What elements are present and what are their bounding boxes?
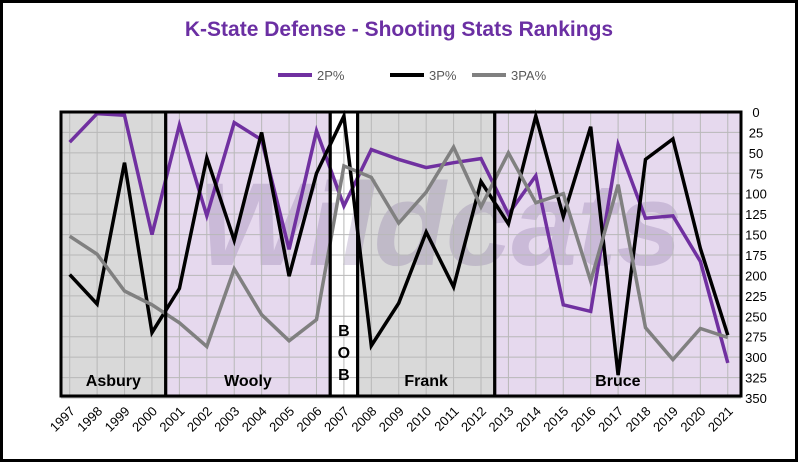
x-tick-label: 2009 — [376, 404, 407, 435]
y-axis-ticks: 0 25 50 75 100 125 150 175 200 225 250 275 300 325 350 — [745, 105, 767, 406]
y-tick-label: 225 — [745, 289, 767, 304]
y-tick-label: 200 — [745, 268, 767, 283]
x-tick-label: 2011 — [431, 404, 461, 434]
x-tick-label: 2016 — [568, 404, 599, 435]
x-axis-ticks: 1997199819992000200120022003200420052006… — [47, 404, 736, 435]
era-label-char: O — [338, 345, 350, 362]
era-border-bruce — [493, 110, 743, 398]
y-tick-label: 350 — [745, 391, 767, 406]
series-line-3pa-pct — [68, 143, 729, 363]
era-labels: Asbury Wooly BOB Frank Bruce — [86, 323, 641, 390]
x-tick-label: 2012 — [458, 404, 489, 435]
era-label-bruce: Bruce — [595, 373, 640, 390]
x-tick-label: 2008 — [348, 404, 379, 435]
y-tick-label: 275 — [745, 330, 767, 345]
x-tick-label: 1998 — [74, 404, 105, 435]
series-line-3p-pct — [68, 109, 730, 376]
era-band-wooly — [165, 112, 331, 396]
y-tick-label: 250 — [745, 309, 767, 324]
y-tick-label: 300 — [745, 350, 767, 365]
legend-label: 2P% — [317, 68, 345, 83]
x-tick-label: 2013 — [485, 404, 516, 435]
x-tick-label: 1997 — [47, 404, 78, 435]
x-tick-label: 2004 — [239, 404, 270, 435]
series-lines — [68, 109, 730, 376]
y-tick-label: 0 — [752, 105, 759, 120]
x-tick-label: 2006 — [294, 404, 325, 435]
series-line-2p-pct — [68, 111, 730, 364]
era-label-wooly: Wooly — [224, 373, 272, 390]
x-tick-label: 2007 — [321, 404, 352, 435]
era-band-asbury — [61, 112, 166, 396]
x-tick-label: 2021 — [705, 404, 736, 435]
legend: 2P% 3P% 3PA% — [278, 68, 547, 83]
x-tick-label: 1999 — [102, 404, 133, 435]
x-tick-label: 2000 — [129, 404, 160, 435]
y-tick-label: 125 — [745, 207, 767, 222]
x-tick-label: 2001 — [156, 404, 187, 435]
chart-title: K-State Defense - Shooting Stats Ranking… — [184, 18, 614, 41]
x-tick-label: 2002 — [184, 404, 215, 435]
era-label-char: B — [338, 323, 350, 340]
y-tick-label: 75 — [749, 166, 763, 181]
x-tick-label: 2020 — [677, 404, 708, 435]
y-tick-label: 150 — [745, 228, 767, 243]
y-tick-label: 100 — [745, 187, 767, 202]
x-tick-label: 2017 — [595, 404, 626, 435]
legend-label: 3PA% — [511, 68, 547, 83]
x-tick-label: 2003 — [211, 404, 242, 435]
y-tick-label: 25 — [749, 125, 763, 140]
y-tick-label: 175 — [745, 248, 767, 263]
x-tick-label: 2015 — [540, 404, 571, 435]
era-label-char: B — [338, 367, 350, 384]
x-tick-label: 2019 — [650, 404, 681, 435]
x-tick-label: 2014 — [513, 404, 544, 435]
era-label-asbury: Asbury — [86, 373, 141, 390]
y-tick-label: 50 — [749, 146, 763, 161]
era-label-frank: Frank — [404, 373, 448, 390]
legend-label: 3P% — [429, 68, 457, 83]
x-tick-label: 2010 — [403, 404, 434, 435]
era-dividers — [59, 110, 743, 398]
x-tick-label: 2005 — [266, 404, 297, 435]
y-tick-label: 325 — [745, 371, 767, 386]
x-tick-label: 2018 — [623, 404, 654, 435]
